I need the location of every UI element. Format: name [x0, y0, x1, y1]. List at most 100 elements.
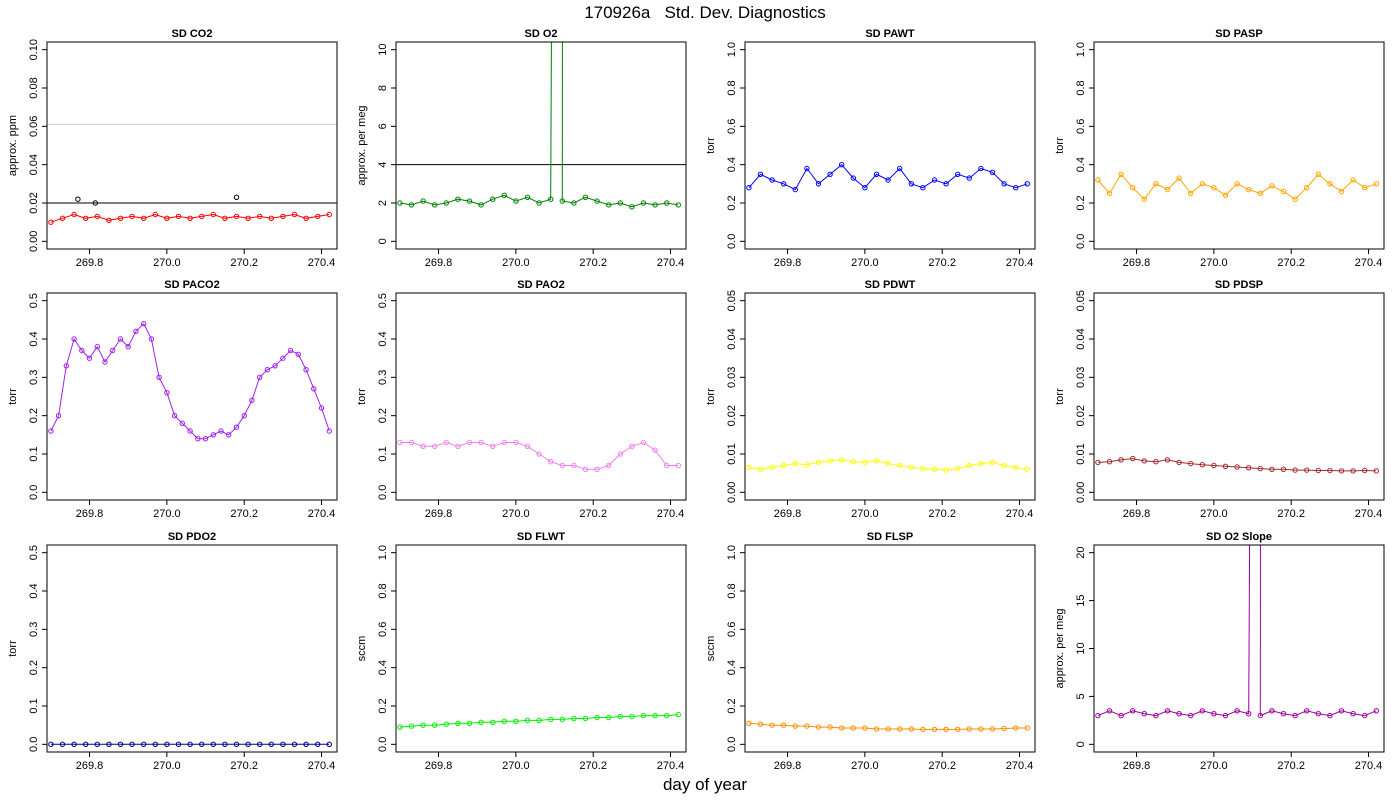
series-line — [748, 164, 1028, 191]
data-point — [827, 724, 833, 730]
data-point — [792, 460, 798, 467]
data-point — [1141, 711, 1148, 717]
data-point — [989, 726, 996, 732]
x-tick-label: 269.8 — [1123, 508, 1151, 520]
x-tick-label: 270.4 — [1355, 508, 1383, 520]
data-point — [606, 714, 612, 721]
y-tick-label: 5 — [1075, 693, 1087, 699]
data-point — [1350, 711, 1356, 717]
y-tick-label: 0.03 — [1075, 367, 1087, 388]
x-tick-label: 270.0 — [1200, 760, 1228, 772]
x-tick-label: 270.0 — [1200, 508, 1228, 520]
data-point — [1130, 455, 1136, 462]
x-tick-label: 269.8 — [1123, 760, 1151, 772]
data-point — [420, 722, 426, 728]
data-point — [466, 720, 473, 726]
y-tick-label: 0.02 — [726, 405, 738, 426]
data-point — [408, 723, 415, 729]
data-point — [769, 177, 775, 183]
data-point — [1106, 459, 1113, 465]
y-tick-label: 0.04 — [726, 328, 738, 349]
data-point — [478, 719, 484, 725]
data-point — [233, 213, 240, 220]
data-point — [652, 447, 658, 453]
x-tick-label: 270.0 — [502, 760, 530, 772]
data-point — [171, 413, 178, 419]
data-point — [1327, 181, 1333, 187]
data-point — [1292, 712, 1298, 719]
data-point — [1280, 711, 1287, 717]
data-point — [955, 465, 961, 472]
data-point — [241, 413, 247, 419]
data-point — [1176, 175, 1182, 181]
x-tick-label: 270.0 — [851, 257, 879, 269]
data-point — [839, 457, 845, 463]
data-point — [908, 464, 914, 471]
data-point — [978, 460, 984, 467]
y-tick-label: 0.05 — [1075, 290, 1087, 311]
data-point — [536, 200, 542, 206]
y-tick-label: 0.2 — [377, 408, 389, 423]
panel-title: SD PDO2 — [168, 531, 216, 543]
data-point — [71, 336, 77, 342]
panel-title: SD FLWT — [517, 531, 566, 543]
data-point — [1304, 708, 1310, 714]
data-point — [757, 721, 764, 727]
data-point — [1176, 459, 1182, 466]
data-point — [1338, 468, 1345, 474]
data-point — [955, 171, 961, 178]
x-tick-label: 269.8 — [76, 257, 104, 269]
panel-2: SD O2 approx. per meg 0 2 4 6 8 10 269.8 270.0 270… — [356, 28, 687, 269]
data-point — [102, 359, 108, 365]
data-point — [129, 741, 135, 747]
data-point — [1141, 458, 1148, 464]
data-point — [931, 177, 938, 183]
series-line — [1097, 173, 1377, 200]
data-point — [455, 196, 461, 202]
y-tick-label: 0.2 — [377, 698, 389, 713]
data-point — [291, 741, 298, 747]
y-tick-label: 0.02 — [1075, 405, 1087, 426]
data-point — [885, 726, 891, 732]
data-point — [582, 194, 589, 201]
data-point — [885, 177, 891, 183]
data-point — [1246, 465, 1252, 471]
data-point — [86, 355, 93, 361]
plot-frame — [46, 292, 338, 501]
data-point — [443, 200, 449, 206]
data-point — [303, 741, 309, 747]
data-point — [746, 185, 752, 191]
data-point — [652, 202, 658, 208]
y-tick-label: 1.0 — [726, 42, 738, 57]
y-tick-label: 0.05 — [726, 290, 738, 311]
data-point — [931, 466, 938, 472]
panel-12: SD O2 Slope approx. per meg 0 5 10 15 20 269.8 2… — [1054, 531, 1385, 772]
data-point — [318, 405, 325, 411]
data-point — [1211, 185, 1217, 191]
data-point — [897, 462, 903, 469]
y-tick-label: 0.10 — [28, 39, 40, 60]
data-point — [908, 726, 914, 732]
y-tick-label: 0.0 — [726, 737, 738, 752]
data-point — [1338, 708, 1345, 714]
data-point — [264, 367, 271, 373]
data-point — [943, 467, 949, 473]
data-point — [746, 464, 752, 471]
x-tick-label: 270.4 — [657, 508, 685, 520]
panel-11: SD FLSP sccm 0.0 0.2 0.4 0.6 0.8 1.0 269.8 270.0 2… — [705, 531, 1036, 772]
data-point — [199, 213, 205, 220]
data-point — [83, 741, 89, 747]
page-title: 170926a Std. Dev. Diagnostics — [584, 3, 826, 22]
data-point — [571, 715, 577, 722]
data-point — [443, 439, 449, 446]
y-tick-label: 0.0 — [726, 234, 738, 249]
series-line — [399, 714, 679, 728]
data-point — [164, 215, 170, 222]
data-point — [920, 185, 926, 191]
data-point — [152, 211, 159, 218]
data-point — [781, 722, 787, 728]
data-point — [548, 716, 554, 723]
y-tick-label: 0.01 — [726, 443, 738, 464]
y-tick-label: 0.4 — [28, 331, 40, 346]
data-point — [629, 443, 635, 449]
